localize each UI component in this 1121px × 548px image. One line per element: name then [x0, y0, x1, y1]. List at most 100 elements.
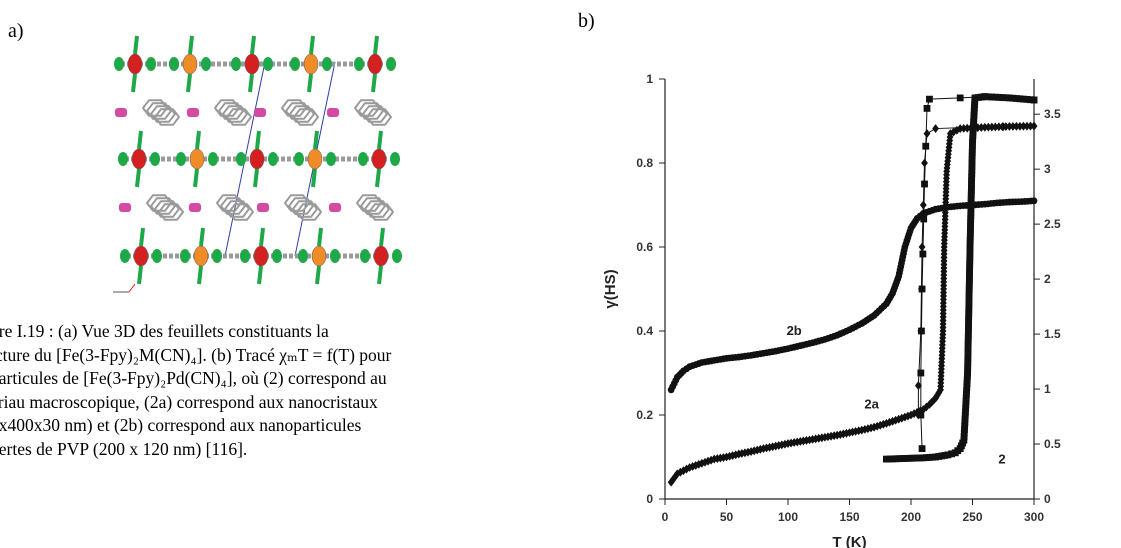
series-2a-point — [1023, 121, 1031, 131]
series-2-point — [963, 383, 971, 391]
series-2a-point — [846, 428, 853, 438]
y2-tick-label: 1 — [1044, 382, 1051, 396]
series-2-point — [962, 394, 970, 402]
series-2-return-point — [956, 94, 964, 102]
series-2-point — [967, 222, 974, 230]
series-2-point — [967, 187, 975, 195]
series-2-point — [963, 387, 971, 395]
series-2a-point — [704, 456, 712, 466]
series-2a-point — [671, 472, 679, 482]
series-2-point — [995, 93, 1003, 101]
cyanide-ligand — [259, 227, 265, 247]
pyridine-ring — [227, 203, 255, 221]
series-2-point — [944, 451, 952, 459]
series-2a-point — [946, 129, 954, 139]
nitrogen-atom — [268, 152, 278, 166]
cyanide-ligand — [195, 130, 201, 150]
cyanide-ligand — [375, 168, 381, 188]
pyridine-ring — [284, 102, 312, 120]
pyridine-ring — [363, 200, 391, 218]
nitrogen-atom — [358, 152, 368, 166]
series-2-point — [968, 177, 975, 184]
caption-line-3: particules de [Fe(3-Fpy)₂Pd(CN)₄], où (2… — [0, 368, 387, 388]
x-axis-title: T (K) — [832, 534, 866, 548]
nitrogen-atom — [118, 152, 128, 166]
fluorine-atom — [257, 203, 269, 212]
fe-atom — [371, 148, 387, 170]
series-2a-point — [723, 452, 730, 462]
series-2a-point — [784, 439, 792, 448]
series-2a-point — [667, 477, 675, 487]
series-2-point — [964, 341, 972, 349]
series-2a-point — [1013, 121, 1020, 131]
fe-atom — [367, 53, 383, 75]
nitrogen-atom — [272, 249, 282, 263]
series-2a-return-point — [919, 200, 927, 210]
series-2a-point — [676, 467, 684, 477]
series-2-return-point — [922, 142, 930, 150]
cyanide-ligand — [311, 168, 317, 188]
series-2a-point — [778, 440, 786, 450]
y2-tick-label: 3.5 — [1044, 107, 1061, 121]
pyridine-ring — [217, 102, 245, 120]
caption-line-1: ure I.19 : (a) Vue 3D des feuillets cons… — [0, 321, 329, 341]
y2-tick-label: 3 — [1044, 162, 1051, 176]
y-tick-label: 0.4 — [636, 324, 653, 338]
series-2-point — [960, 433, 968, 441]
pyridine-ring — [367, 203, 395, 221]
series-2a-point — [744, 447, 752, 457]
series-2-point — [968, 173, 976, 181]
series-2-point — [1016, 95, 1024, 103]
metal-atom — [182, 53, 198, 75]
series-2-point — [966, 271, 973, 279]
cyanide-ligand — [253, 168, 259, 188]
pyridine-ring — [357, 102, 385, 120]
series-2-point — [964, 345, 972, 352]
fe-atom — [244, 53, 260, 75]
cyanide-ligand — [137, 265, 143, 285]
series-2-point — [964, 362, 972, 370]
series-2-return-point — [918, 327, 925, 335]
series-2-point — [967, 191, 975, 198]
series-2-point — [967, 201, 975, 209]
y2-tick-label: 0.5 — [1044, 437, 1061, 451]
cyanide-ligand — [188, 35, 194, 55]
series-2-point — [964, 359, 972, 366]
series-2-point — [967, 215, 975, 223]
y2-tick-label: 2 — [1044, 272, 1051, 286]
crystal-structure-figure — [113, 35, 402, 293]
cyanide-ligand — [317, 227, 323, 247]
series-2-point — [968, 156, 976, 163]
series-2a-point — [781, 439, 789, 449]
nitrogen-atom — [146, 57, 156, 71]
series-2-point — [964, 352, 972, 359]
pyridine-ring — [215, 194, 243, 212]
series-2-point — [964, 369, 971, 377]
series-2a-label: 2a — [864, 397, 879, 412]
series-2a-point — [1016, 121, 1024, 131]
pyridine-ring — [283, 194, 311, 212]
series-2-point — [966, 229, 974, 237]
series-2-return-point — [918, 285, 926, 293]
series-2-point — [964, 338, 972, 345]
series-2a-return-point — [918, 242, 926, 252]
series-2-point — [965, 320, 972, 328]
series-2-point — [968, 180, 975, 188]
series-2-return-point — [917, 411, 925, 419]
series-2a-point — [707, 455, 715, 465]
series-2-point — [967, 205, 975, 212]
series-2-point — [998, 94, 1006, 101]
cyanide-ligand — [315, 265, 321, 285]
fluorine-atom — [327, 108, 339, 117]
x-tick-label: 150 — [839, 510, 859, 524]
pyridine-ring — [221, 105, 249, 123]
series-2-point — [1023, 96, 1031, 103]
series-2a-point — [775, 441, 783, 450]
series-2-point — [961, 419, 969, 426]
nitrogen-atom — [176, 152, 186, 166]
series-2-point — [967, 198, 975, 205]
nitrogen-atom — [294, 152, 304, 166]
fluorine-atom — [119, 203, 131, 212]
series-2-point — [966, 275, 973, 282]
metal-atom — [189, 148, 205, 170]
